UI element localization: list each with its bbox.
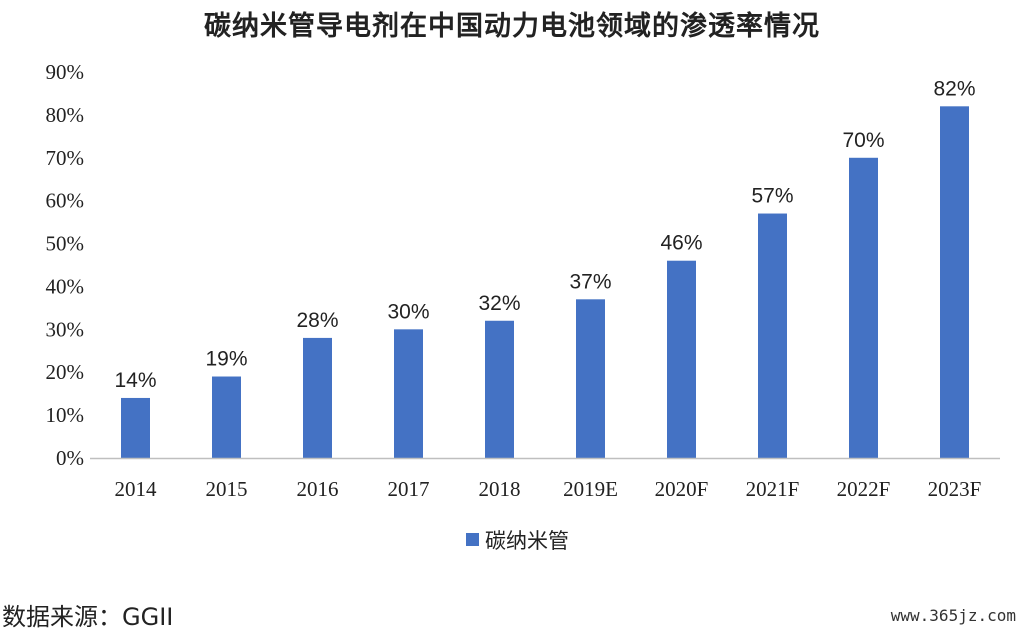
x-tick-label: 2021F: [746, 477, 800, 501]
x-tick-label: 2016: [297, 477, 339, 501]
y-tick-label: 0%: [56, 446, 84, 470]
x-tick-label: 2019E: [563, 477, 618, 501]
bar: [394, 329, 423, 458]
bar: [940, 106, 969, 459]
y-tick-label: 50%: [46, 232, 85, 256]
y-tick-label: 30%: [46, 317, 85, 341]
data-label: 19%: [205, 348, 247, 371]
data-label: 57%: [751, 185, 793, 208]
legend-label: 碳纳米管: [485, 529, 569, 553]
bar: [212, 376, 241, 458]
x-tick-label: 2022F: [837, 477, 891, 501]
data-source: 数据来源：GGII: [2, 603, 174, 631]
watermark: www.365jz.com: [890, 606, 1016, 625]
y-tick-label: 10%: [46, 403, 85, 427]
data-label: 32%: [478, 292, 520, 315]
data-label: 70%: [842, 129, 884, 152]
data-label: 37%: [569, 270, 611, 293]
y-axis-ticks: 0% 10% 20% 30% 40% 50% 60% 70% 80% 90%: [46, 60, 85, 470]
data-label: 82%: [933, 77, 975, 100]
y-tick-label: 60%: [46, 189, 85, 213]
data-label: 28%: [296, 309, 338, 332]
x-tick-label: 2014: [115, 477, 158, 501]
x-tick-label: 2023F: [928, 477, 982, 501]
bar: [576, 299, 605, 458]
y-tick-label: 90%: [46, 60, 85, 84]
data-labels: 14% 19% 28% 30% 32% 37% 46% 57% 70% 82%: [114, 77, 975, 392]
x-tick-label: 2015: [206, 477, 248, 501]
y-tick-label: 40%: [46, 274, 85, 298]
legend-swatch: [466, 533, 479, 546]
bar: [849, 157, 878, 458]
x-tick-label: 2017: [388, 477, 430, 501]
bar: [485, 320, 514, 458]
x-tick-label: 2018: [479, 477, 521, 501]
legend: 碳纳米管: [466, 529, 569, 553]
y-tick-label: 80%: [46, 103, 85, 127]
bar: [667, 260, 696, 458]
chart-title: 碳纳米管导电剂在中国动力电池领域的渗透率情况: [204, 11, 820, 42]
y-tick-label: 20%: [46, 360, 85, 384]
bar-series: [121, 106, 969, 459]
data-label: 46%: [660, 232, 702, 255]
y-tick-label: 70%: [46, 146, 85, 170]
x-tick-label: 2020F: [655, 477, 709, 501]
data-label: 14%: [114, 369, 156, 392]
bar: [303, 337, 332, 458]
data-label: 30%: [387, 300, 429, 323]
bar: [121, 397, 150, 458]
bar: [758, 213, 787, 458]
x-axis-ticks: 2014 2015 2016 2017 2018 2019E 2020F 2021F 2022F…: [115, 477, 982, 501]
